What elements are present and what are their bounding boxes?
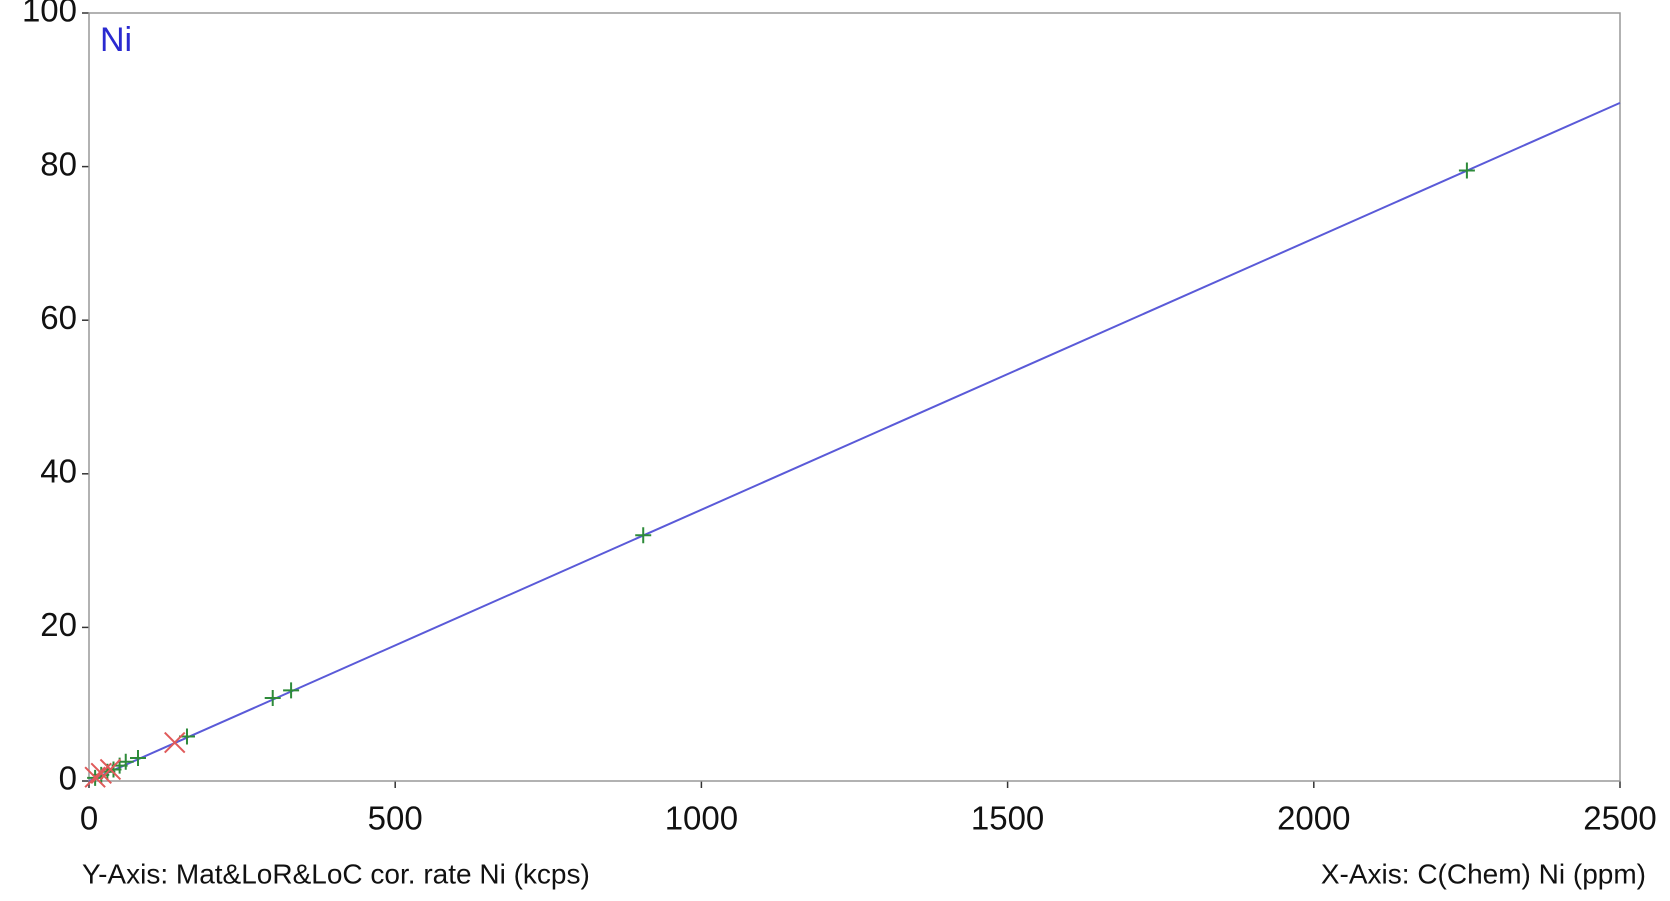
x-axis-label: X-Axis: C(Chem) Ni (ppm) [1321,858,1646,889]
x-tick-label: 2000 [1277,800,1350,837]
x-tick-label: 1000 [665,800,738,837]
data-point [264,690,281,707]
x-tick-label: 1500 [971,800,1044,837]
y-tick-label: 20 [40,606,77,643]
y-tick-label: 40 [40,453,77,490]
data-point [164,731,186,754]
data-point [1458,162,1475,179]
data-point [84,766,106,788]
x-tick-label: 0 [80,800,98,837]
plot-frame [88,12,1621,782]
data-point [283,682,300,699]
y-tick-label: 80 [40,145,77,182]
data-point [635,527,652,544]
annotation: Ni [100,21,132,59]
y-tick-label: 100 [22,0,77,29]
fit-line [88,101,1621,782]
y-axis-label: Y-Axis: Mat&LoR&LoC cor. rate Ni (kcps) [82,858,590,889]
y-tick-label: 0 [59,760,77,797]
x-tick-label: 500 [368,800,423,837]
data-point [90,762,112,785]
y-tick-label: 60 [40,299,77,336]
x-tick-label: 2500 [1583,800,1656,837]
data-point [129,749,146,766]
